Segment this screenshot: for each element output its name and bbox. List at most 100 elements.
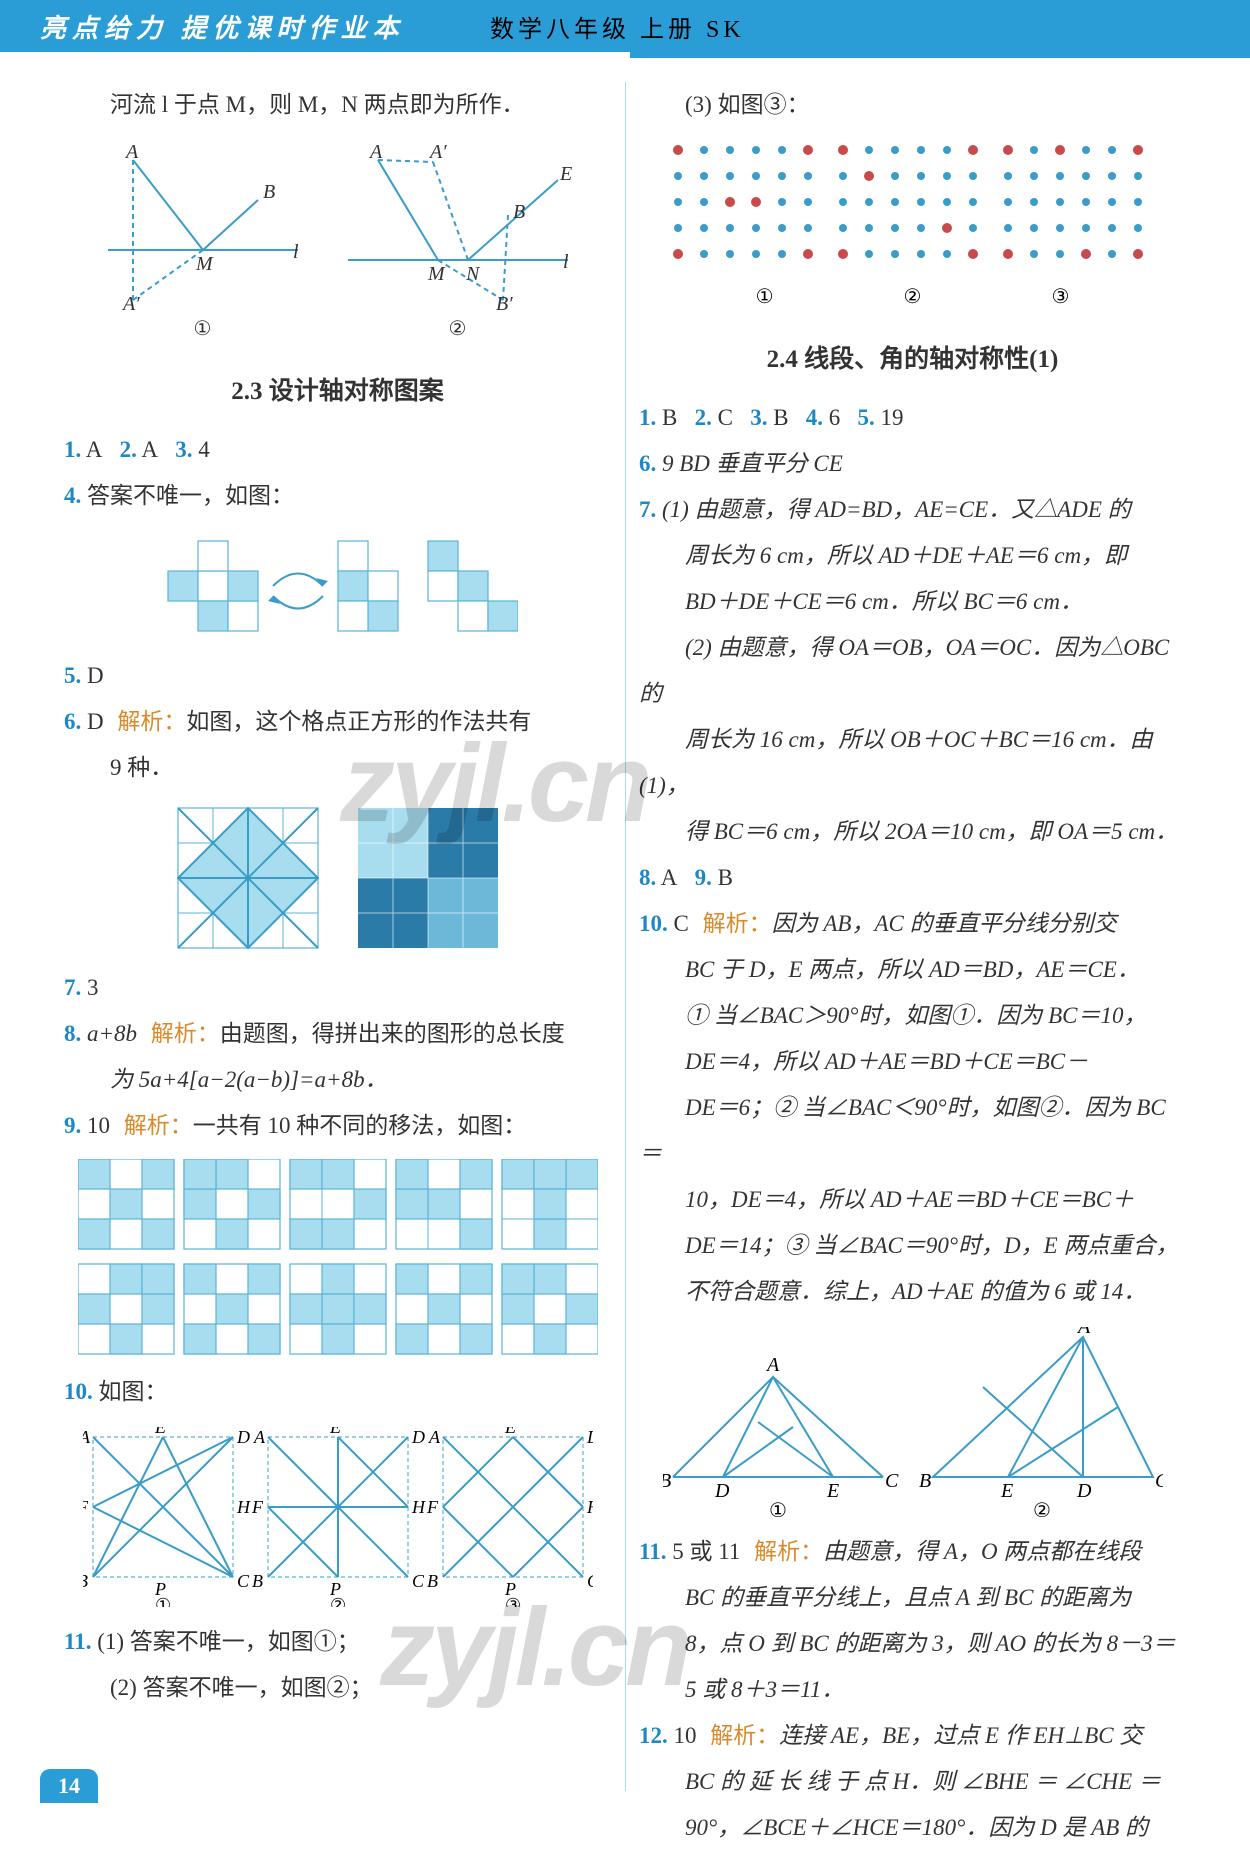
dots-svg — [668, 138, 1158, 278]
fig2-label: ② — [338, 316, 578, 341]
r-q10-l0: 10. C 解析：因为 AB，AC 的垂直平分线分别交 — [639, 901, 1186, 947]
fig1-label: ① — [98, 316, 308, 341]
svg-text:H: H — [411, 1497, 426, 1517]
r-q10-l4: DE＝4，所以 AD＋AE＝BD＋CE＝BC－ — [639, 1039, 1186, 1085]
svg-text:B: B — [427, 1571, 438, 1591]
ten-grids-svg — [78, 1159, 598, 1359]
q11-line1: 11. (1) 答案不唯一，如图①； — [64, 1619, 611, 1665]
svg-text:A′: A′ — [121, 293, 140, 310]
r-q10-l3: ① 当∠BAC＞90°时，如图①．因为 BC＝10， — [639, 993, 1186, 1039]
svg-text:M: M — [427, 263, 446, 285]
svg-text:②: ② — [330, 1595, 346, 1607]
r-q7-l1: 7. (1) 由题意，得 AD=BD，AE=CE．又△ADE 的 — [639, 487, 1186, 533]
three-sq-svg: A E D F H B P C ① A E D — [83, 1427, 593, 1607]
svg-text:D: D — [411, 1427, 425, 1447]
svg-text:E: E — [1000, 1480, 1013, 1502]
header-title-right: 数学八年级 上册 SK — [490, 9, 745, 44]
svg-text:E: E — [329, 1427, 341, 1437]
q5-line: 5. D — [64, 653, 611, 699]
svg-text:D: D — [1076, 1480, 1092, 1502]
svg-text:B: B — [263, 181, 275, 203]
svg-text:C: C — [587, 1571, 593, 1591]
dot-grids — [639, 138, 1186, 278]
svg-text:①: ① — [155, 1595, 171, 1607]
q9-line: 9. 10 解析：一共有 10 种不同的移法，如图： — [64, 1103, 611, 1149]
r-q12-l0: 12. 10 解析：连接 AE，BE，过点 E 作 EH⊥BC 交 — [639, 1713, 1186, 1759]
svg-text:B: B — [919, 1470, 931, 1492]
r-row1: 1. B 2. C 3. B 4. 6 5. 19 — [639, 395, 1186, 441]
r-q10-l6: 10，DE＝4，所以 AD＋AE＝BD＋CE＝BC＋ — [639, 1177, 1186, 1223]
r-q7-l4: (2) 由题意，得 OA＝OB，OA＝OC．因为△OBC 的 — [639, 625, 1186, 717]
page-number-badge: 14 — [40, 1769, 98, 1803]
svg-text:N: N — [465, 263, 481, 285]
svg-text:D: D — [714, 1480, 730, 1502]
q10-line: 10. 如图： — [64, 1369, 611, 1415]
answer-row-1: 1. A 2. A 3. 4 — [64, 427, 611, 473]
svg-text:D: D — [236, 1427, 250, 1447]
right-column: (3) 如图③： ① ② ③ 2.4 线段、角的轴对称性(1) 1. B 2. … — [625, 82, 1200, 1851]
svg-text:B: B — [83, 1571, 88, 1591]
r-q7-l6: 得 BC＝6 cm，所以 2OA＝10 cm，即 OA＝5 cm． — [639, 809, 1186, 855]
svg-text:C: C — [412, 1571, 425, 1591]
q4-line: 4. 答案不唯一，如图： — [64, 473, 611, 519]
r-q8q9: 8. A 9. B — [639, 855, 1186, 901]
q6-line: 6. D 解析：如图，这个格点正方形的作法共有 — [64, 699, 611, 745]
block-shapes — [64, 531, 611, 641]
r-q6: 6. 9 BD 垂直平分 CE — [639, 441, 1186, 487]
svg-text:C: C — [1155, 1470, 1163, 1492]
r-q10-l5: DE＝6；② 当∠BAC＜90°时，如图②．因为 BC＝ — [639, 1085, 1186, 1177]
r-q10-l2: BC 于 D，E 两点，所以 AD＝BD，AE＝CE． — [639, 947, 1186, 993]
three-squares: A E D F H B P C ① A E D — [64, 1427, 611, 1607]
q3-label: (3) 如图③： — [639, 82, 1186, 128]
ten-grids — [64, 1159, 611, 1359]
svg-text:D: D — [586, 1427, 593, 1447]
svg-text:C: C — [237, 1571, 250, 1591]
svg-text:E: E — [826, 1480, 839, 1502]
q6-line2: 9 种． — [64, 745, 611, 791]
svg-text:A: A — [368, 141, 383, 163]
tri-svg: A B C D E ① A B C E — [663, 1327, 1163, 1517]
r-q7-l5: 周长为 16 cm，所以 OB＋OC＋BC＝16 cm．由(1)， — [639, 717, 1186, 809]
r-q12-l3: 90°，∠BCE＋∠HCE＝180°．因为 D 是 AB 的 — [639, 1805, 1186, 1851]
svg-text:B′: B′ — [496, 293, 513, 310]
svg-text:H: H — [236, 1497, 251, 1517]
svg-text:B: B — [252, 1571, 263, 1591]
q8-line2: 为 5a+4[a−2(a−b)]=a+8b． — [64, 1057, 611, 1103]
svg-text:A: A — [124, 141, 139, 163]
pattern-squares — [64, 803, 611, 953]
figure-2: A A′ B E B′ M N l ② — [338, 140, 578, 341]
svg-text:A: A — [253, 1427, 266, 1447]
blocks-svg — [158, 531, 518, 641]
r-q10-l7: DE＝14；③ 当∠BAC＝90°时，D，E 两点重合， — [639, 1223, 1186, 1269]
pattern-sq-2 — [353, 803, 503, 953]
r-q11-l4: 5 或 8＋3＝11． — [639, 1667, 1186, 1713]
svg-text:C: C — [885, 1470, 899, 1492]
geometry-figures-row: A B A′ M l ① A — [64, 140, 611, 341]
r-q12-l2: BC 的 延 长 线 于 点 H．则 ∠BHE ＝ ∠CHE ＝ — [639, 1759, 1186, 1805]
svg-text:A′: A′ — [428, 141, 447, 163]
svg-text:E: E — [154, 1427, 166, 1437]
header-title-left: 亮点给力 提优课时作业本 — [40, 8, 405, 45]
q7-line: 7. 3 — [64, 965, 611, 1011]
svg-text:③: ③ — [505, 1595, 521, 1607]
r-q11-l0: 11. 5 或 11 解析：由题意，得 A，O 两点都在线段 — [639, 1529, 1186, 1575]
q8-line: 8. a+8b 解析：由题图，得拼出来的图形的总长度 — [64, 1011, 611, 1057]
svg-text:A: A — [428, 1427, 441, 1447]
column-divider — [625, 82, 626, 1791]
left-column: 河流 l 于点 M，则 M，N 两点即为所作． A B A′ M l ① — [50, 82, 625, 1851]
svg-text:①: ① — [769, 1500, 787, 1517]
svg-text:B: B — [663, 1470, 671, 1492]
svg-text:M: M — [195, 253, 214, 275]
svg-text:F: F — [426, 1497, 439, 1517]
intro-text: 河流 l 于点 M，则 M，N 两点即为所作． — [64, 82, 611, 128]
r-q7-l3: BD＋DE＋CE＝6 cm．所以 BC＝6 cm． — [639, 579, 1186, 625]
svg-text:B: B — [513, 201, 525, 223]
pattern-sq-1 — [173, 803, 323, 953]
geom-svg-1: A B A′ M l — [98, 140, 308, 310]
section-2-4-title: 2.4 线段、角的轴对称性(1) — [639, 339, 1186, 375]
dot-labels-row: ① ② ③ — [639, 284, 1186, 309]
r-q7-l2: 周长为 6 cm，所以 AD＋DE＋AE＝6 cm，即 — [639, 533, 1186, 579]
svg-text:F: F — [251, 1497, 264, 1517]
svg-text:F: F — [83, 1497, 89, 1517]
section-2-3-title: 2.3 设计轴对称图案 — [64, 371, 611, 407]
